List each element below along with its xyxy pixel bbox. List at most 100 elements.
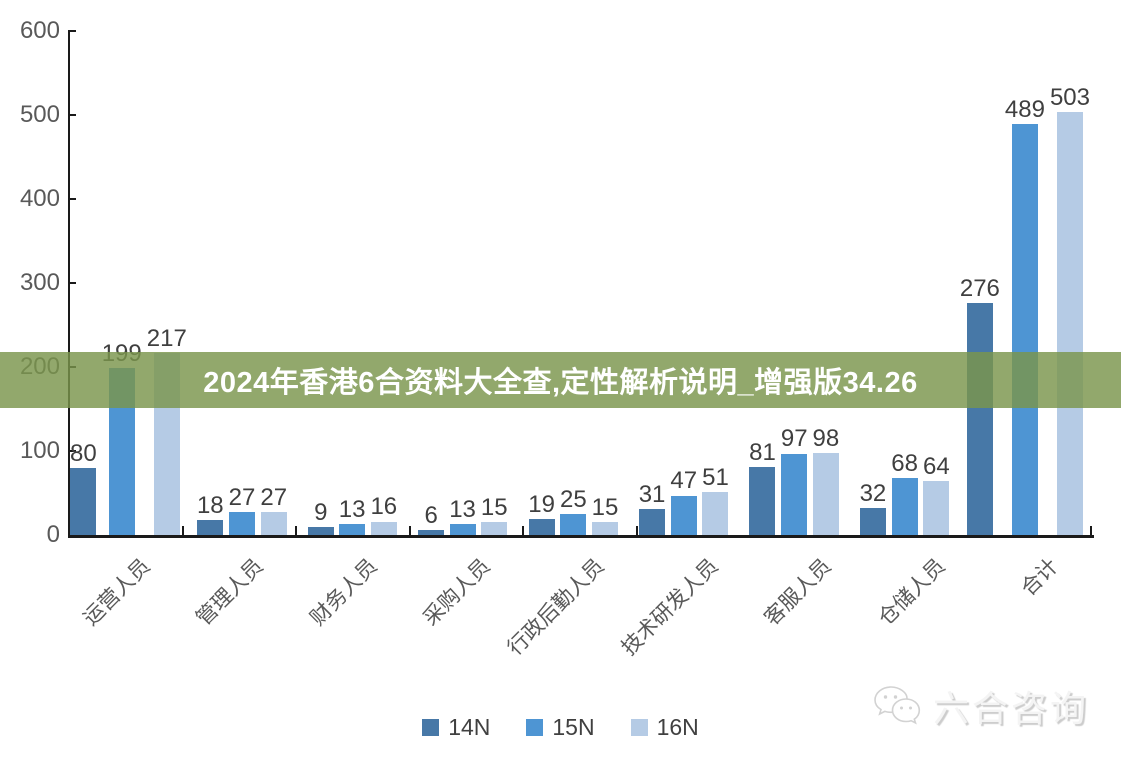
bar-rect <box>370 521 397 535</box>
y-tick-mark <box>68 114 76 116</box>
x-axis-line <box>68 535 1094 538</box>
bar-14N-技术研发人员: 31 <box>638 480 666 535</box>
bar-15N-合计: 489 <box>1005 97 1045 535</box>
bar-rect <box>812 452 839 535</box>
bar-15N-仓储人员: 68 <box>891 451 918 535</box>
bar-value-label: 80 <box>70 439 97 467</box>
bar-14N-客服人员: 81 <box>749 440 776 535</box>
bar-15N-行政后勤人员: 25 <box>560 487 587 535</box>
bar-rect <box>781 453 808 535</box>
bar-16N-合计: 503 <box>1050 85 1090 535</box>
x-tick-mark <box>635 526 638 535</box>
bar-group-2: 18 27 27 <box>187 31 297 535</box>
bar-value-label: 15 <box>480 494 508 522</box>
bar-16N-采购人员: 15 <box>481 495 508 535</box>
bar-16N-行政后勤人员: 15 <box>591 494 619 535</box>
chart-legend: 14N 15N 16N <box>0 714 1121 741</box>
bar-15N-财务人员: 13 <box>338 495 366 535</box>
bar-16N-管理人员: 27 <box>260 485 287 535</box>
bar-rect <box>966 303 993 535</box>
ad-banner-text: 2024年香港6合资料大全查,定性解析说明_增强版34.26 <box>203 367 918 399</box>
legend-label-14n: 14N <box>448 714 491 740</box>
bar-rect <box>307 527 334 535</box>
bar-rect <box>923 481 950 535</box>
y-tick-label-600: 600 <box>19 17 60 44</box>
category-label-6: 技术研发人员 <box>616 554 723 660</box>
category-label-9: 合计 <box>1017 554 1064 601</box>
bar-value-label: 489 <box>1004 96 1045 124</box>
legend-swatch-16n <box>630 719 648 736</box>
y-tick-label-400: 400 <box>19 185 60 212</box>
legend-swatch-15n <box>526 719 544 736</box>
bar-value-label: 27 <box>260 484 288 512</box>
legend-label-16n: 16N <box>656 714 699 740</box>
bar-rect <box>418 529 445 535</box>
bar-value-label: 31 <box>638 480 666 508</box>
legend-item-15n: 15N <box>526 714 595 741</box>
bar-rect <box>197 519 224 535</box>
bar-rect <box>260 512 287 535</box>
bar-rect <box>592 522 619 535</box>
legend-label-15n: 15N <box>552 714 595 740</box>
bar-rect <box>481 522 508 535</box>
bar-value-label: 9 <box>314 499 328 527</box>
bar-value-label: 27 <box>228 484 256 512</box>
category-label-7: 客服人员 <box>760 554 836 631</box>
bar-rect <box>560 514 587 535</box>
y-tick-mark <box>68 30 76 32</box>
bar-value-label: 19 <box>528 490 555 518</box>
category-label-5: 行政后勤人员 <box>503 554 609 660</box>
watermark: 六合咨询 <box>871 680 1089 732</box>
x-tick-mark <box>295 526 298 535</box>
bar-value-label: 97 <box>780 425 808 453</box>
bar-group-7: 81 97 98 <box>739 31 849 535</box>
bar-value-label: 81 <box>749 438 776 466</box>
bar-16N-财务人员: 16 <box>370 494 397 535</box>
bar-value-label: 217 <box>146 324 187 352</box>
bar-14N-财务人员: 9 <box>307 499 334 535</box>
bar-rect <box>639 508 666 535</box>
bar-value-label: 276 <box>959 274 1000 302</box>
y-tick-label-0: 0 <box>46 521 60 548</box>
bar-14N-仓储人员: 32 <box>860 481 886 535</box>
bar-15N-技术研发人员: 47 <box>670 468 697 535</box>
y-tick-label-300: 300 <box>19 269 60 296</box>
bar-rect <box>339 524 366 535</box>
bar-16N-仓储人员: 64 <box>923 454 950 535</box>
bar-value-label: 15 <box>591 494 619 522</box>
bar-value-label: 64 <box>922 453 950 481</box>
y-tick-mark <box>68 282 76 284</box>
bar-14N-管理人员: 18 <box>197 493 224 535</box>
y-axis-line <box>68 31 70 537</box>
bar-rect <box>528 519 555 535</box>
y-tick-mark <box>68 450 76 452</box>
bar-rect <box>1011 124 1038 535</box>
ad-banner-overlay[interactable]: 2024年香港6合资料大全查,定性解析说明_增强版34.26 <box>0 352 1121 408</box>
bar-value-label: 68 <box>891 449 918 477</box>
y-tick-label-100: 100 <box>19 437 60 464</box>
wechat-bubbles-icon <box>874 686 921 725</box>
bar-rect <box>891 477 918 535</box>
x-tick-mark <box>522 526 525 535</box>
bar-16N-客服人员: 98 <box>812 425 839 535</box>
bar-15N-客服人员: 97 <box>781 426 808 535</box>
bar-value-label: 13 <box>338 495 366 523</box>
bar-value-label: 47 <box>670 467 698 495</box>
bar-rect <box>449 524 476 535</box>
legend-item-14n: 14N <box>422 714 490 741</box>
bar-group-1: 80199217 <box>70 31 187 535</box>
category-label-2: 管理人员 <box>192 554 269 631</box>
bar-15N-采购人员: 13 <box>449 497 476 535</box>
bar-16N-技术研发人员: 51 <box>702 465 729 535</box>
bar-14N-采购人员: 6 <box>418 503 445 535</box>
bar-group-6: 31 47 51 <box>629 31 739 535</box>
bar-14N-运营人员: 80 <box>70 439 97 535</box>
bar-rect <box>70 467 97 535</box>
bar-value-label: 25 <box>559 485 587 513</box>
bar-rect <box>670 495 697 535</box>
y-tick-label-500: 500 <box>19 101 60 128</box>
x-tick-mark <box>181 526 184 535</box>
plot-area: 8019921718272791316613151925153147518197… <box>70 31 1090 535</box>
bar-group-8: 32 68 64 <box>849 31 959 535</box>
x-tick-mark <box>1090 526 1092 535</box>
